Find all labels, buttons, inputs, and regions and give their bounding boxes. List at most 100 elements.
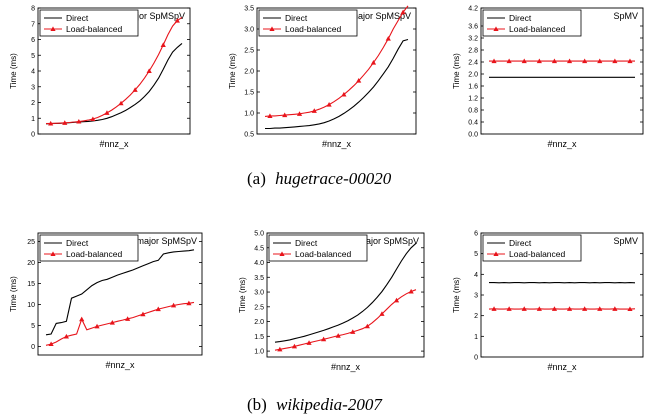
- data-point-marker: [612, 58, 618, 64]
- legend-box: [268, 234, 368, 262]
- data-point-marker: [155, 306, 161, 312]
- data-point-marker: [186, 300, 192, 306]
- caption-a: (a) hugetrace-00020: [247, 169, 392, 188]
- y-tick-label: 0.5: [244, 132, 254, 139]
- chart-panel-4: 0 5 10 15 20 25 Time (ms) #nnz_x Column-major Sp…: [9, 232, 203, 370]
- series-line-load-balanced: [45, 16, 183, 125]
- y-axis-label: Time (ms): [9, 276, 18, 312]
- legend-label: Direct: [295, 238, 318, 248]
- chart-panel-2: 0.5 1.0 1.5 2.0 2.5 3.0 3.5 Time (ms) #nnz_x Row-…: [228, 6, 417, 149]
- y-tick-label: 1.0: [244, 111, 254, 118]
- data-point-marker: [132, 87, 138, 92]
- y-tick-label: 2.5: [244, 48, 254, 55]
- data-point-marker: [125, 316, 131, 321]
- y-axis-label: Time (ms): [452, 53, 461, 89]
- chart-title: Row-major SpMSpV: [329, 11, 411, 21]
- data-point-marker: [536, 306, 542, 311]
- y-tick-label: 6: [474, 231, 478, 238]
- y-tick-label: 2.4: [468, 60, 478, 67]
- legend-box: [482, 9, 582, 37]
- legend-marker: [269, 26, 275, 31]
- data-point-marker: [506, 306, 512, 311]
- y-tick-label: 25: [27, 239, 35, 246]
- data-point-marker: [335, 333, 341, 338]
- y-tick-label: 3: [474, 293, 478, 300]
- y-tick-label: 4.0: [254, 260, 264, 267]
- legend-marker: [50, 251, 56, 256]
- legend-label: Direct: [509, 13, 532, 23]
- legend-box: [39, 234, 139, 262]
- y-tick-label: 20: [27, 260, 35, 267]
- y-tick-label: 15: [27, 281, 35, 288]
- y-tick-label: 2: [31, 100, 35, 107]
- legend-label: Direct: [509, 238, 532, 248]
- y-tick-label: 5: [31, 323, 35, 330]
- data-point-marker: [311, 108, 317, 113]
- data-point-marker: [109, 320, 115, 325]
- data-point-marker: [350, 329, 356, 334]
- y-tick-label: 2: [474, 313, 478, 320]
- series-line-load-balanced: [274, 289, 417, 351]
- data-point-marker: [597, 58, 603, 64]
- data-point-marker: [321, 336, 327, 342]
- series-line-direct: [265, 38, 409, 130]
- y-tick-label: 4: [31, 69, 35, 76]
- data-point-marker: [385, 36, 391, 41]
- y-tick-label: 3.5: [254, 275, 264, 282]
- series-line-direct: [45, 42, 183, 125]
- y-tick-label: 1.5: [244, 90, 254, 97]
- chart-panel-6: 0 1 2 3 4 5 6 Time (ms) #nnz_x SpMV DirectLoad-bal…: [452, 231, 644, 372]
- y-axis-label: Time (ms): [238, 277, 247, 313]
- y-tick-label: 2.0: [468, 72, 478, 79]
- caption-b: (b) wikipedia-2007: [247, 395, 383, 414]
- x-axis-label: #nnz_x: [99, 139, 129, 149]
- chart-title: SpMV: [613, 11, 638, 21]
- data-point-marker: [267, 113, 273, 118]
- y-tick-label: 3.2: [468, 36, 478, 43]
- data-point-marker: [160, 42, 166, 48]
- y-tick-label: 3.0: [254, 290, 264, 297]
- data-point-marker: [174, 18, 180, 23]
- caption-b-name: wikipedia-2007: [276, 395, 383, 414]
- data-point-marker: [393, 297, 400, 303]
- y-tick-label: 2.0: [254, 319, 264, 326]
- chart-panel-5: 1.0 1.5 2.0 2.5 3.0 3.5 4.0 4.5 5.0 Time (ms) #nnz…: [238, 231, 425, 372]
- y-tick-label: 10: [27, 302, 35, 309]
- data-point-marker: [90, 116, 96, 122]
- data-point-marker: [582, 306, 588, 311]
- plot-frame: [480, 7, 644, 135]
- y-tick-label: 1.6: [468, 84, 478, 91]
- y-tick-label: 0.4: [468, 120, 478, 127]
- legend-box: [39, 9, 139, 37]
- data-point-marker: [282, 112, 288, 118]
- legend-label: Direct: [66, 238, 89, 248]
- data-point-marker: [379, 311, 385, 316]
- data-point-marker: [118, 100, 124, 106]
- data-point-marker: [296, 111, 303, 116]
- data-point-marker: [63, 333, 70, 339]
- data-point-marker: [627, 58, 633, 64]
- y-tick-label: 2.5: [254, 304, 264, 311]
- legend-box: [258, 9, 358, 37]
- data-point-marker: [536, 58, 542, 64]
- y-tick-label: 1: [474, 334, 478, 341]
- y-tick-label: 0: [31, 344, 35, 351]
- y-tick-label: 7: [31, 21, 35, 28]
- data-point-marker: [170, 302, 177, 308]
- data-point-marker: [94, 323, 100, 329]
- x-axis-label: #nnz_x: [331, 362, 361, 372]
- y-tick-label: 2.0: [244, 69, 254, 76]
- data-point-marker: [140, 311, 146, 317]
- series-line-load-balanced: [45, 301, 195, 346]
- y-tick-label: 4.5: [254, 245, 264, 252]
- legend-label: Load-balanced: [509, 249, 566, 259]
- data-point-marker: [104, 110, 110, 115]
- y-tick-label: 1.2: [468, 96, 478, 103]
- legend-label: Load-balanced: [295, 249, 352, 259]
- y-tick-label: 4.2: [468, 6, 478, 13]
- y-axis-label: Time (ms): [452, 277, 461, 313]
- data-point-marker: [400, 9, 406, 15]
